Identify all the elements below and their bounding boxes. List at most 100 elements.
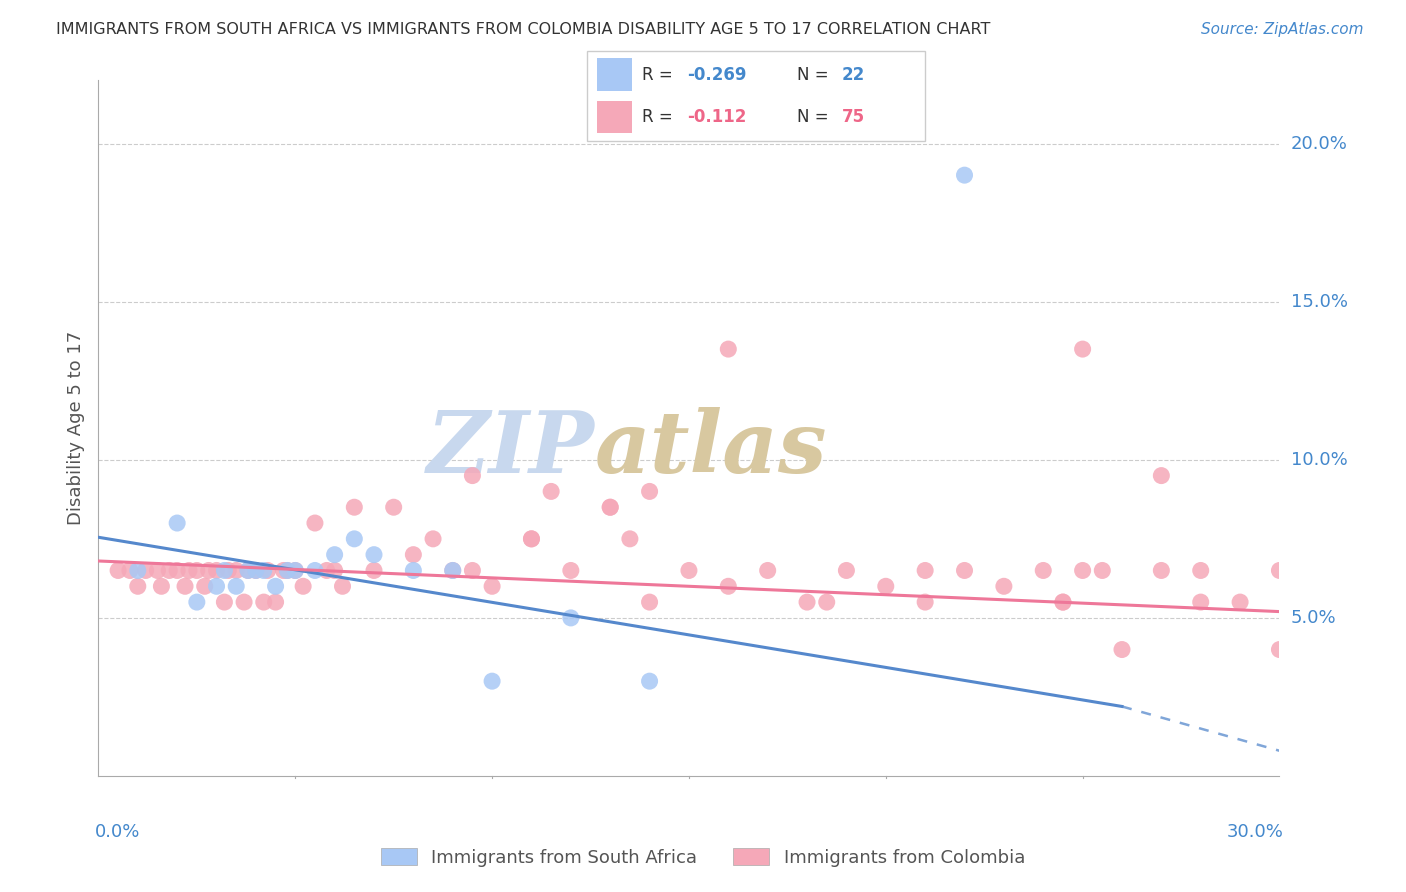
Point (461, 564, 484, 578)
Point (150, 579, 173, 593)
Point (343, 500, 366, 515)
Point (1150, 564, 1173, 578)
Point (194, 579, 217, 593)
Point (166, 516, 188, 530)
Text: ZIP: ZIP (426, 408, 595, 491)
Point (256, 564, 278, 578)
Point (382, 500, 405, 515)
Point (214, 595, 236, 609)
Point (292, 579, 315, 593)
Point (205, 579, 228, 593)
Point (1189, 564, 1212, 578)
Point (127, 564, 149, 578)
Point (599, 500, 621, 515)
Point (402, 564, 425, 578)
Text: 20.0%: 20.0% (1291, 135, 1347, 153)
Point (107, 564, 129, 578)
Point (174, 579, 197, 593)
Point (441, 564, 464, 578)
Point (264, 595, 287, 609)
Text: 0.0%: 0.0% (94, 823, 139, 841)
Point (638, 674, 661, 689)
Point (146, 564, 169, 578)
Point (1052, 595, 1074, 609)
FancyBboxPatch shape (586, 51, 925, 141)
Point (1091, 564, 1114, 578)
Text: -0.112: -0.112 (688, 108, 747, 126)
Point (1032, 564, 1054, 578)
Point (323, 548, 346, 562)
Text: Source: ZipAtlas.com: Source: ZipAtlas.com (1201, 22, 1364, 37)
Point (276, 564, 298, 578)
Legend: Immigrants from South Africa, Immigrants from Colombia: Immigrants from South Africa, Immigrants… (374, 841, 1032, 874)
Point (225, 564, 247, 578)
Point (253, 595, 276, 609)
Point (1268, 564, 1291, 578)
Point (1071, 342, 1094, 356)
Point (717, 342, 740, 356)
Point (993, 579, 1015, 593)
Point (135, 564, 157, 578)
Point (157, 564, 180, 578)
Point (245, 564, 267, 578)
Point (481, 674, 503, 689)
Point (1268, 642, 1291, 657)
Text: 75: 75 (842, 108, 865, 126)
Text: 10.0%: 10.0% (1291, 450, 1347, 469)
Point (284, 564, 307, 578)
Point (315, 564, 337, 578)
Point (461, 468, 484, 483)
Point (363, 564, 385, 578)
Point (717, 579, 740, 593)
Point (236, 564, 259, 578)
Point (599, 500, 621, 515)
Point (253, 564, 276, 578)
Point (815, 595, 838, 609)
Point (214, 564, 236, 578)
Point (1150, 468, 1173, 483)
Point (233, 595, 256, 609)
Text: R =: R = (643, 108, 683, 126)
Point (540, 484, 562, 499)
Point (1189, 595, 1212, 609)
Text: -0.269: -0.269 (688, 66, 747, 84)
Text: 5.0%: 5.0% (1291, 609, 1336, 627)
Text: 30.0%: 30.0% (1226, 823, 1284, 841)
Point (441, 564, 464, 578)
Point (205, 564, 228, 578)
FancyBboxPatch shape (598, 59, 631, 91)
Point (186, 595, 208, 609)
Point (914, 595, 936, 609)
Point (284, 564, 307, 578)
Point (1111, 642, 1133, 657)
Point (481, 579, 503, 593)
Point (914, 564, 936, 578)
Point (186, 564, 208, 578)
Point (1071, 564, 1094, 578)
Point (197, 564, 219, 578)
Point (343, 532, 366, 546)
Point (217, 564, 239, 578)
Text: R =: R = (643, 66, 678, 84)
Point (276, 564, 298, 578)
Text: 22: 22 (842, 66, 865, 84)
Y-axis label: Disability Age 5 to 17: Disability Age 5 to 17 (66, 331, 84, 525)
Point (127, 579, 149, 593)
Point (835, 564, 858, 578)
Text: IMMIGRANTS FROM SOUTH AFRICA VS IMMIGRANTS FROM COLOMBIA DISABILITY AGE 5 TO 17 : IMMIGRANTS FROM SOUTH AFRICA VS IMMIGRAN… (56, 22, 991, 37)
Point (225, 579, 247, 593)
FancyBboxPatch shape (598, 101, 631, 134)
Point (678, 564, 700, 578)
Point (422, 532, 444, 546)
Point (273, 564, 295, 578)
Point (236, 564, 259, 578)
Point (304, 564, 326, 578)
Point (638, 595, 661, 609)
Point (177, 564, 200, 578)
Point (796, 595, 818, 609)
Point (304, 516, 326, 530)
Point (875, 579, 897, 593)
Point (1052, 595, 1074, 609)
Point (363, 548, 385, 562)
Text: 15.0%: 15.0% (1291, 293, 1347, 310)
